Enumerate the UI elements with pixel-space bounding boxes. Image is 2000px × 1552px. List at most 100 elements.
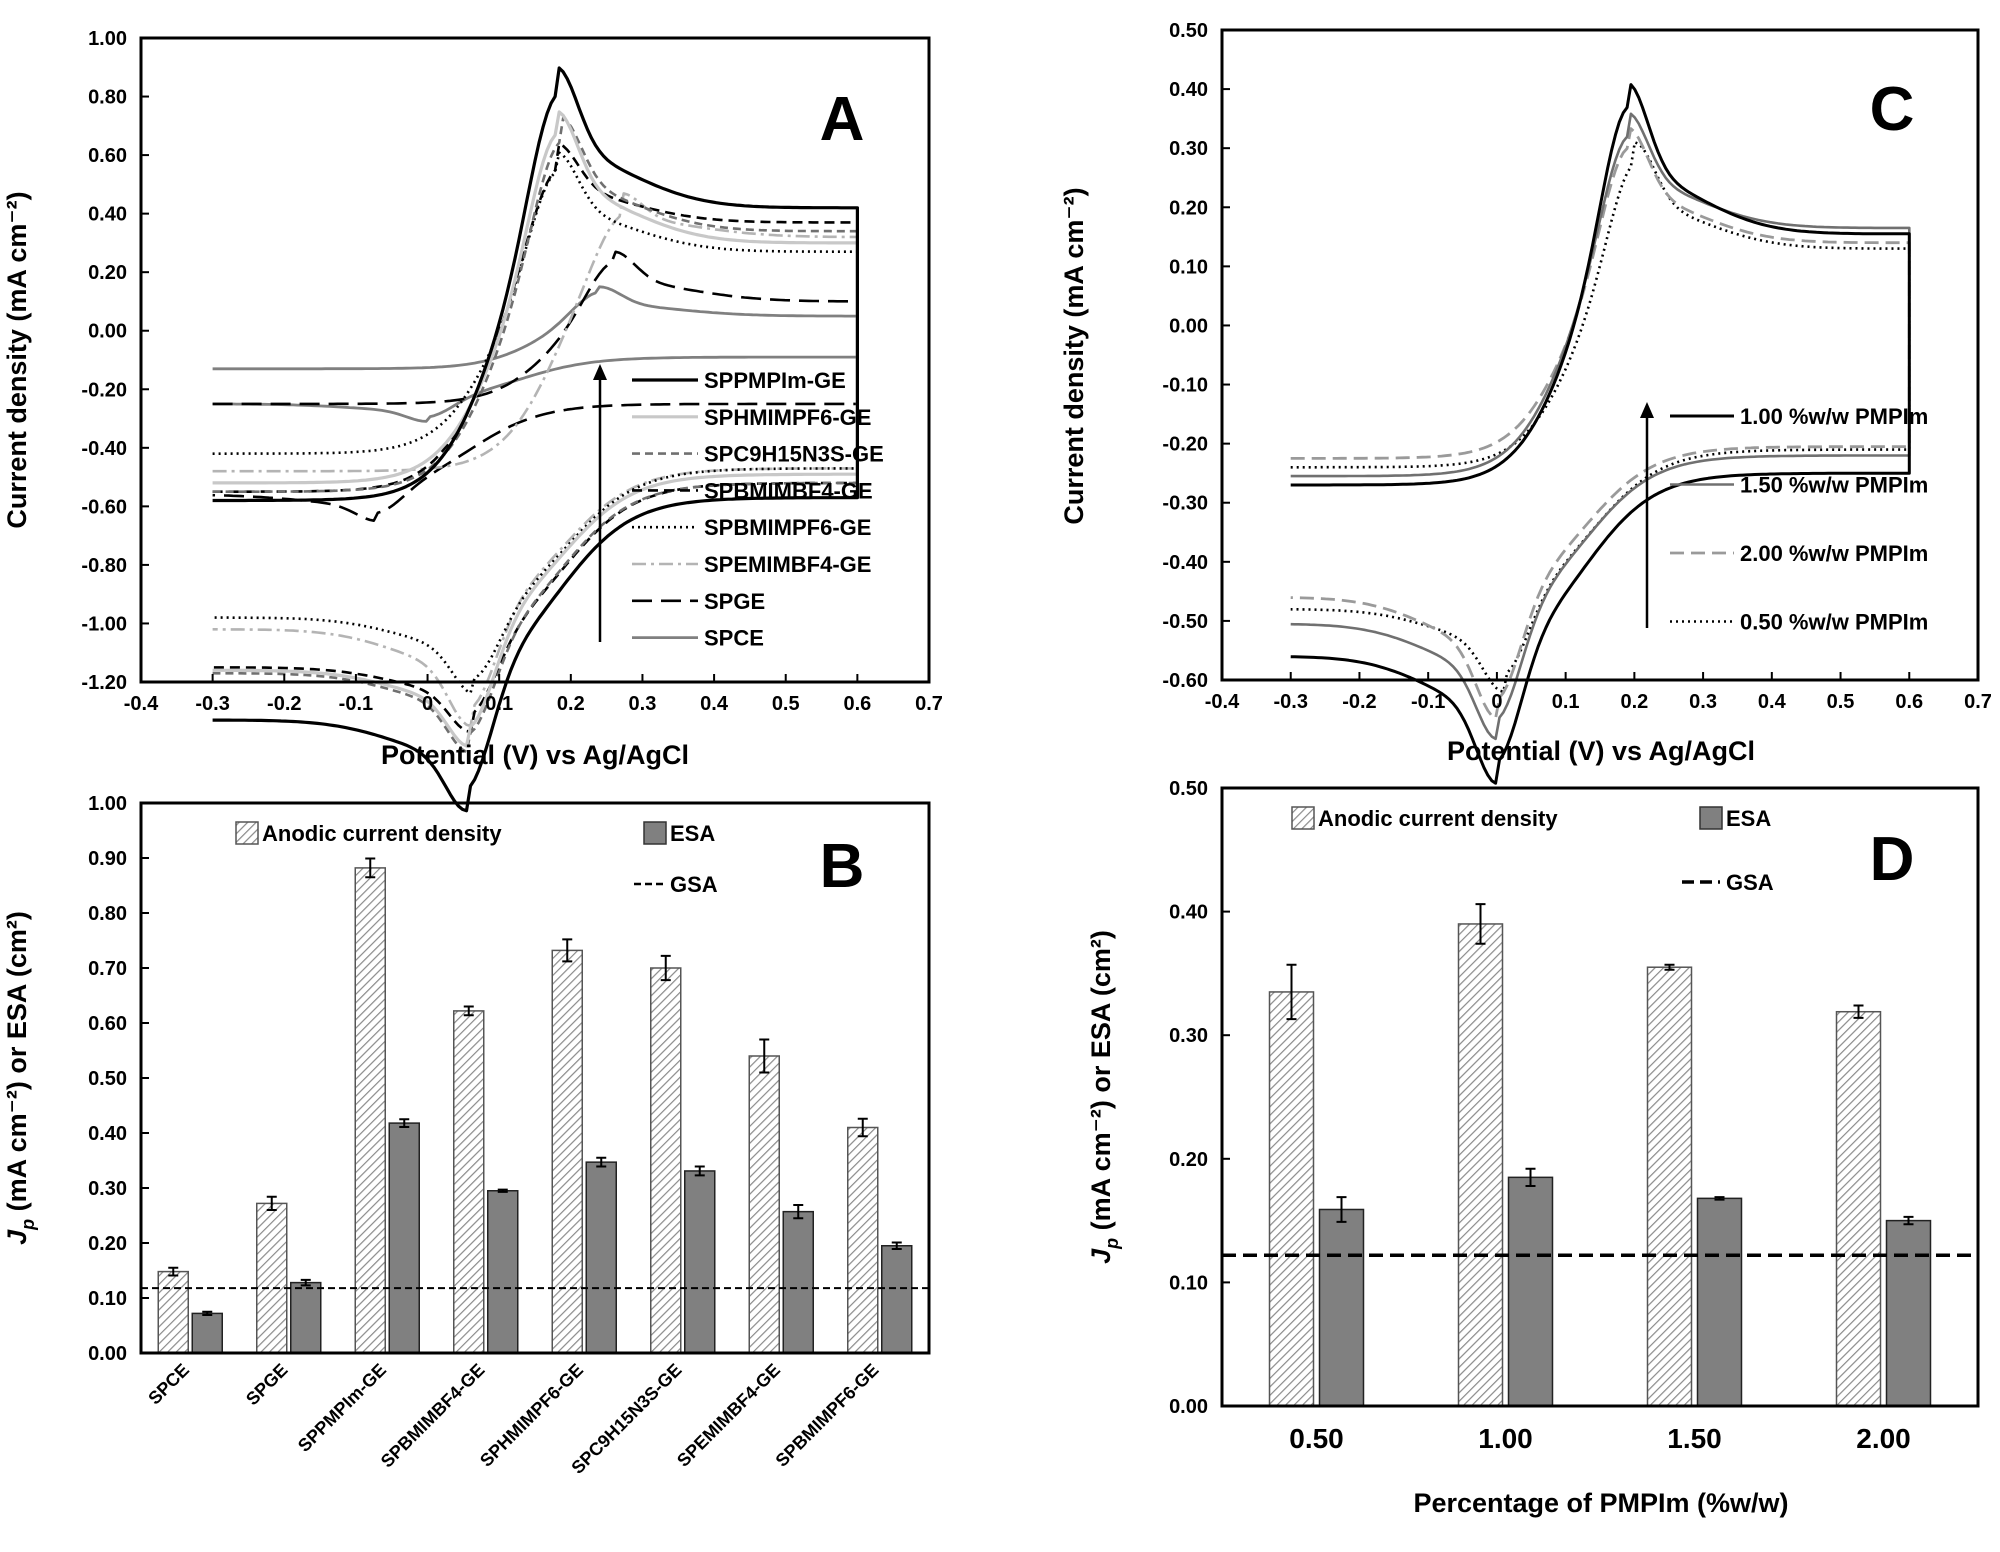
error-bar-esa-sppmpim-ge xyxy=(399,1118,410,1128)
category-label-0-50: 0.50 xyxy=(1289,1423,1344,1454)
error-bar-anodic-current-density-spbmimpf6-ge xyxy=(857,1117,868,1138)
x-tick-label: 0 xyxy=(422,693,433,715)
x-tick-label: -0.2 xyxy=(1342,691,1376,713)
x-tick-label: -0.1 xyxy=(1411,691,1445,713)
y-tick-label: 0.40 xyxy=(1169,902,1208,924)
x-tick-label: 0.7 xyxy=(1964,691,1992,713)
cv-curve-spce xyxy=(212,285,859,423)
y-tick-label: 0.90 xyxy=(88,848,127,870)
error-bar-esa-sphmimpf6-ge xyxy=(596,1156,607,1168)
legend-label-spemimbf4-ge: SPEMIMBF4-GE xyxy=(704,552,871,577)
error-bar-anodic-current-density-spc9h15n3s-ge xyxy=(660,954,671,982)
bar-anodic-current-density-1-50 xyxy=(1646,966,1693,1407)
panel-c-y-axis-label: Current density (mA cm⁻²) xyxy=(1059,187,1089,524)
legend-label-1-00-w-w-pmpim: 1.00 %w/w PMPIm xyxy=(1740,404,1928,429)
y-tick-label: 0.10 xyxy=(1169,1272,1208,1294)
x-tick-label: 0.2 xyxy=(1620,691,1648,713)
y-tick-label: 0.40 xyxy=(88,1123,127,1145)
y-tick-label: 1.00 xyxy=(88,28,127,50)
x-tick-label: 0 xyxy=(1491,691,1502,713)
panel-a-x-ticks: -0.4 -0.3 -0.2 -0.1 0 0.1 0.2 0.3 0.4 0.5 0.6 0.7 xyxy=(124,674,943,715)
bar-esa-0-50 xyxy=(1318,1208,1365,1407)
panel-b-legend-esa-label: ESA xyxy=(670,821,715,846)
error-bar-esa-spemimbf4-ge xyxy=(793,1204,804,1220)
x-tick-label: -0.1 xyxy=(339,693,373,715)
error-bar-esa-spbmimpf6-ge xyxy=(891,1241,902,1251)
cv-curve-sppmpim-ge xyxy=(212,66,859,813)
panel-d-letter: D xyxy=(1870,825,1915,894)
panel-b-y-axis-label: Jp (mA cm⁻²) or ESA (cm²) xyxy=(2,911,38,1245)
error-bar-esa-spbmimbf4-ge xyxy=(497,1188,508,1193)
y-tick-label: -0.20 xyxy=(81,379,127,401)
panel-b-legend-anodic-label: Anodic current density xyxy=(262,821,502,846)
panel-d-x-axis-label: Percentage of PMPIm (%w/w) xyxy=(1413,1488,1788,1518)
cv-curve-2-00-w-w-pmpim xyxy=(1290,127,1911,720)
y-tick-label: 0.10 xyxy=(1169,256,1208,278)
panel-b-y-ticks: 0.00 0.10 0.20 0.30 0.40 0.50 0.60 0.70 0.80 0.90… xyxy=(88,793,149,1365)
bar-esa-sphmimpf6-ge xyxy=(585,1161,617,1354)
error-bar-esa-2-00 xyxy=(1903,1215,1914,1226)
category-label-1-50: 1.50 xyxy=(1667,1423,1722,1454)
panel-c-letter: C xyxy=(1870,75,1915,144)
y-tick-label: 0.60 xyxy=(88,1013,127,1035)
legend-label-spc9h15n3s-ge: SPC9H15N3S-GE xyxy=(704,442,884,467)
category-label-2-00: 2.00 xyxy=(1856,1423,1911,1454)
panel-b-legend-esa-swatch xyxy=(643,821,667,845)
y-tick-label: -0.10 xyxy=(1162,375,1208,397)
x-tick-label: 0.3 xyxy=(1689,691,1717,713)
panel-d-legend-gsa-label: GSA xyxy=(1726,870,1774,895)
legend-label-spce: SPCE xyxy=(704,626,764,651)
y-tick-label: -0.30 xyxy=(1162,493,1208,515)
panel-d-y-axis-label: Jp (mA cm⁻²) or ESA (cm²) xyxy=(1086,930,1122,1264)
category-label-spge: SPGE xyxy=(242,1360,292,1410)
y-tick-label: 0.10 xyxy=(88,1288,127,1310)
y-tick-label: 0.20 xyxy=(1169,1149,1208,1171)
panel-a-arrow-head xyxy=(593,364,607,380)
error-bar-esa-spge xyxy=(300,1278,311,1287)
panel-d-legend-anodic-swatch xyxy=(1291,806,1315,830)
error-bar-anodic-current-density-0-50 xyxy=(1286,963,1297,1021)
y-tick-label: 0.30 xyxy=(88,1178,127,1200)
x-tick-label: -0.3 xyxy=(195,693,229,715)
bar-esa-spge xyxy=(290,1281,322,1354)
x-tick-label: 0.6 xyxy=(843,693,871,715)
panel-c-x-axis-label: Potential (V) vs Ag/AgCl xyxy=(1447,736,1755,766)
category-label-spc9h15n3s-ge: SPC9H15N3S-GE xyxy=(567,1360,685,1478)
y-tick-label: 0.00 xyxy=(88,321,127,343)
panel-c: -0.60-0.50-0.40-0.30-0.20-0.100.000.100.… xyxy=(1059,20,1992,785)
panel-d-legend-esa-swatch xyxy=(1699,806,1723,830)
x-tick-label: 0.4 xyxy=(700,693,729,715)
y-tick-label: -0.60 xyxy=(81,496,127,518)
panel-c-arrow-head xyxy=(1640,402,1654,418)
bar-anodic-current-density-spc9h15n3s-ge xyxy=(650,967,682,1354)
bar-esa-2-00 xyxy=(1885,1219,1932,1407)
y-tick-label: 0.40 xyxy=(88,204,127,226)
panel-c-plot-frame xyxy=(1220,28,1980,682)
x-tick-label: 0.7 xyxy=(915,693,943,715)
panel-d-legend-esa-label: ESA xyxy=(1726,806,1771,831)
y-tick-label: 0.50 xyxy=(1169,20,1208,42)
bar-esa-sppmpim-ge xyxy=(388,1122,420,1354)
legend-label-2-00-w-w-pmpim: 2.00 %w/w PMPIm xyxy=(1740,541,1928,566)
category-label-spemimbf4-ge: SPEMIMBF4-GE xyxy=(673,1360,784,1471)
x-tick-label: -0.4 xyxy=(1205,691,1240,713)
panel-a-curves xyxy=(212,66,859,813)
error-bar-anodic-current-density-1-00 xyxy=(1475,903,1486,945)
y-tick-label: 0.80 xyxy=(88,87,127,109)
y-tick-label: -0.40 xyxy=(1162,552,1208,574)
panel-a-letter: A xyxy=(820,85,865,154)
panel-b: 0.00 0.10 0.20 0.30 0.40 0.50 0.60 0.70 0.80 0.90… xyxy=(2,793,931,1478)
y-tick-label: 0.80 xyxy=(88,903,127,925)
cv-curve-1-00-w-w-pmpim xyxy=(1290,83,1911,785)
y-tick-label: -0.40 xyxy=(81,438,127,460)
error-bar-esa-0-50 xyxy=(1336,1196,1347,1223)
panel-a: -1.20-1.00-0.80-0.60-0.40-0.200.000.200.… xyxy=(2,28,943,813)
error-bar-esa-1-50 xyxy=(1714,1196,1725,1201)
bar-esa-1-00 xyxy=(1507,1176,1554,1407)
bar-esa-spbmimpf6-ge xyxy=(881,1245,913,1354)
y-tick-label: -1.20 xyxy=(81,672,127,694)
x-tick-label: 0.2 xyxy=(557,693,585,715)
category-label-sppmpim-ge: SPPMPIm-GE xyxy=(294,1360,390,1456)
panel-d-y-ticks: 0.00 0.10 0.20 0.30 0.40 0.50 xyxy=(1169,778,1230,1418)
